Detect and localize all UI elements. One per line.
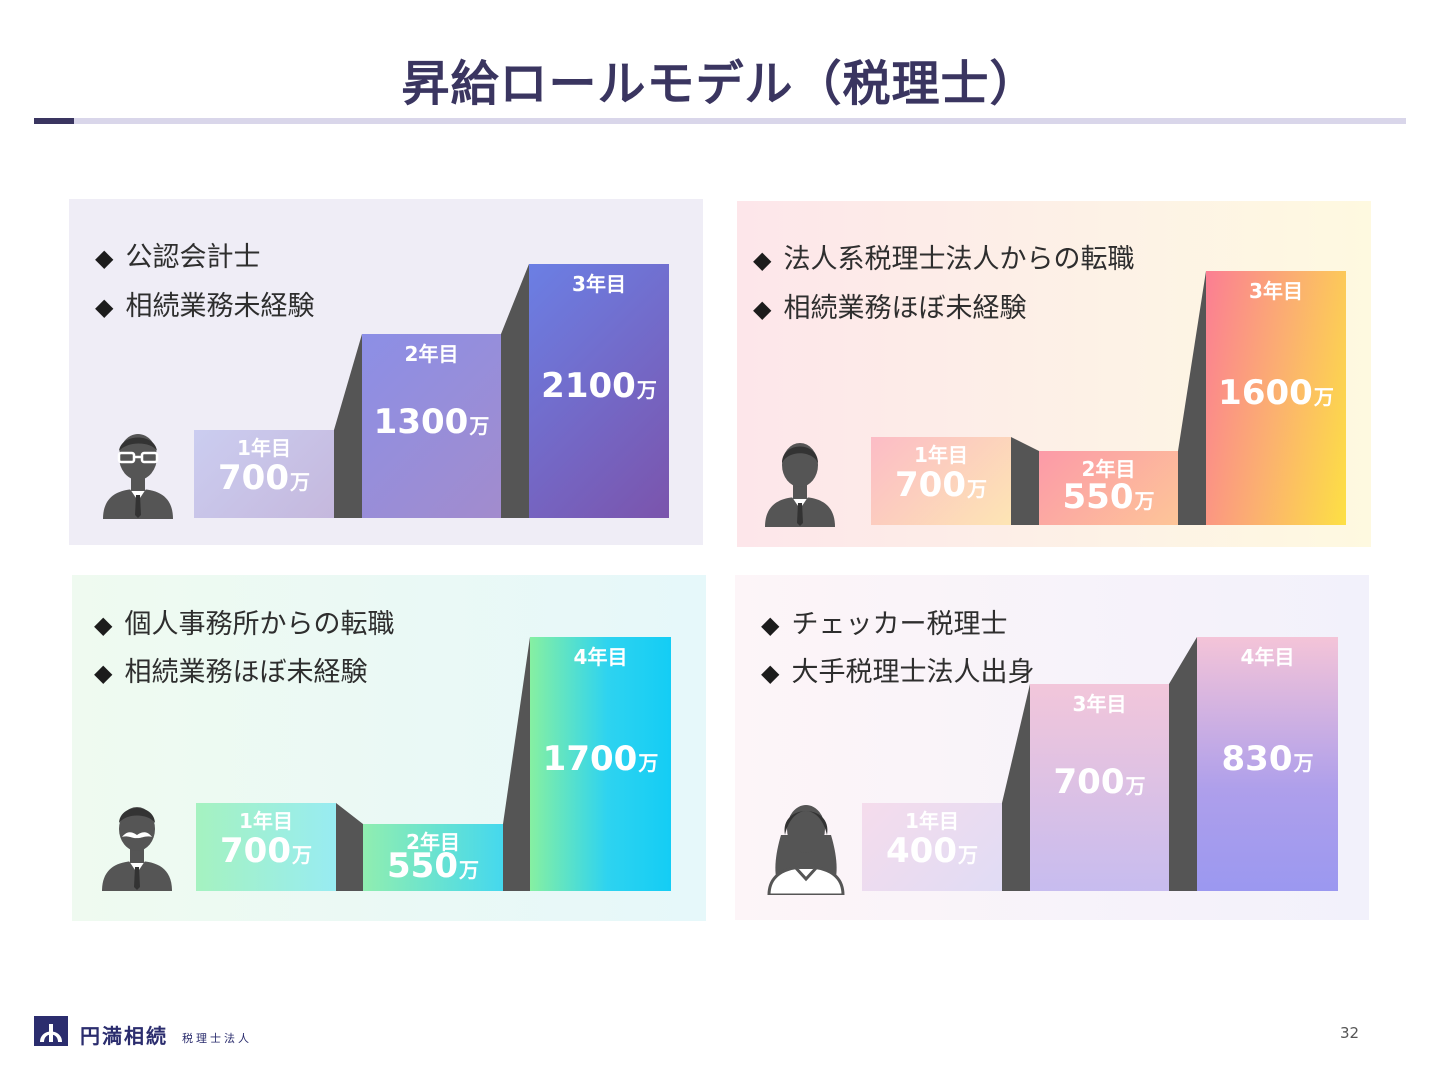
bar-year-2: 2年目 550万 (363, 824, 503, 891)
bullet-item: ◆ チェッカー税理士 (761, 609, 1008, 640)
title-underline-accent (34, 118, 74, 124)
unit-label: 万 (638, 751, 659, 775)
title-underline (34, 118, 1406, 124)
unit-label: 万 (458, 858, 479, 882)
bar-year-1: 1年目 400万 (862, 803, 1002, 891)
diamond-icon: ◆ (95, 244, 114, 272)
role-model-panel-2: ◆ 法人系税理士法人からの転職 ◆ 相続業務ほぼ未経験 1年目 700万 2年目 5… (737, 201, 1371, 547)
step-riser (503, 637, 530, 891)
bar-value: 550 (387, 846, 458, 886)
diamond-icon: ◆ (753, 295, 772, 323)
unit-label: 万 (957, 843, 978, 867)
diamond-icon: ◆ (761, 659, 780, 687)
unit-label: 万 (636, 378, 657, 402)
unit-label: 万 (1125, 774, 1146, 798)
step-riser (334, 334, 362, 518)
step-riser (1178, 271, 1206, 525)
page-number: 32 (1340, 1024, 1360, 1042)
bullet-item: ◆ 公認会計士 (95, 242, 261, 273)
unit-label: 万 (469, 414, 490, 438)
man-with-glasses-icon (103, 434, 173, 519)
bullet-item: ◆ 相続業務ほぼ未経験 (94, 657, 368, 688)
bullet-item: ◆ 法人系税理士法人からの転職 (753, 244, 1135, 275)
step-riser (1169, 637, 1197, 891)
bar-value: 550 (1062, 477, 1134, 517)
diamond-icon: ◆ (95, 293, 114, 321)
diamond-icon: ◆ (94, 659, 113, 687)
bar-value: 700 (218, 458, 289, 498)
bar-year-1: 1年目 700万 (194, 430, 334, 518)
bar-year-2: 2年目 550万 (1039, 451, 1178, 525)
bar-year-3: 3年目 700万 (1030, 684, 1169, 891)
diamond-icon: ◆ (761, 611, 780, 639)
unit-label: 万 (1134, 489, 1155, 513)
step-riser (336, 803, 363, 891)
role-model-panel-4: ◆ チェッカー税理士 ◆ 大手税理士法人出身 1年目 400万 3年目 700万 4… (735, 575, 1369, 920)
bar-year-2: 2年目 1300万 (362, 334, 501, 518)
unit-label: 万 (291, 843, 312, 867)
step-riser (1002, 684, 1030, 891)
bar-year-4: 4年目 830万 (1197, 637, 1338, 891)
company-subtitle: 税理士法人 (182, 1032, 252, 1045)
bar-value: 1600 (1218, 373, 1313, 413)
company-logo-icon (34, 1016, 68, 1046)
bar-year-1: 1年目 700万 (871, 437, 1011, 525)
bar-year-4: 4年目 1700万 (530, 637, 671, 891)
page-title: 昇給ロールモデル（税理士） (401, 56, 1039, 112)
bar-value: 2100 (541, 366, 636, 406)
bullet-item: ◆ 相続業務未経験 (95, 291, 315, 322)
bar-value: 400 (886, 831, 957, 871)
bar-value: 700 (220, 831, 291, 871)
bar-value: 1700 (542, 739, 638, 779)
role-model-panel-1: ◆ 公認会計士 ◆ 相続業務未経験 1年目 700万 2年目 1300万 3年目 2… (69, 199, 703, 545)
bar-year-3: 3年目 1600万 (1206, 271, 1346, 525)
unit-label: 万 (1313, 385, 1334, 409)
step-riser (501, 264, 529, 518)
diamond-icon: ◆ (753, 246, 772, 274)
role-model-panel-3: ◆ 個人事務所からの転職 ◆ 相続業務ほぼ未経験 1年目 700万 2年目 550万… (72, 575, 706, 921)
bullet-item: ◆ 大手税理士法人出身 (761, 657, 1035, 688)
step-riser (1011, 437, 1039, 525)
bar-value: 1300 (373, 402, 469, 442)
man-icon (765, 443, 835, 527)
bullet-item: ◆ 個人事務所からの転職 (94, 609, 395, 640)
unit-label: 万 (1293, 751, 1314, 775)
woman-icon (767, 805, 845, 895)
man-with-mustache-icon (102, 807, 172, 891)
bar-value: 830 (1221, 739, 1293, 779)
unit-label: 万 (966, 477, 987, 501)
unit-label: 万 (289, 470, 310, 494)
bar-year-1: 1年目 700万 (196, 803, 336, 891)
bullet-item: ◆ 相続業務ほぼ未経験 (753, 293, 1027, 324)
bar-year-3: 3年目 2100万 (529, 264, 669, 518)
company-name: 円満相続 (80, 1024, 168, 1048)
diamond-icon: ◆ (94, 611, 113, 639)
bar-value: 700 (1053, 762, 1125, 802)
bar-value: 700 (895, 465, 966, 505)
